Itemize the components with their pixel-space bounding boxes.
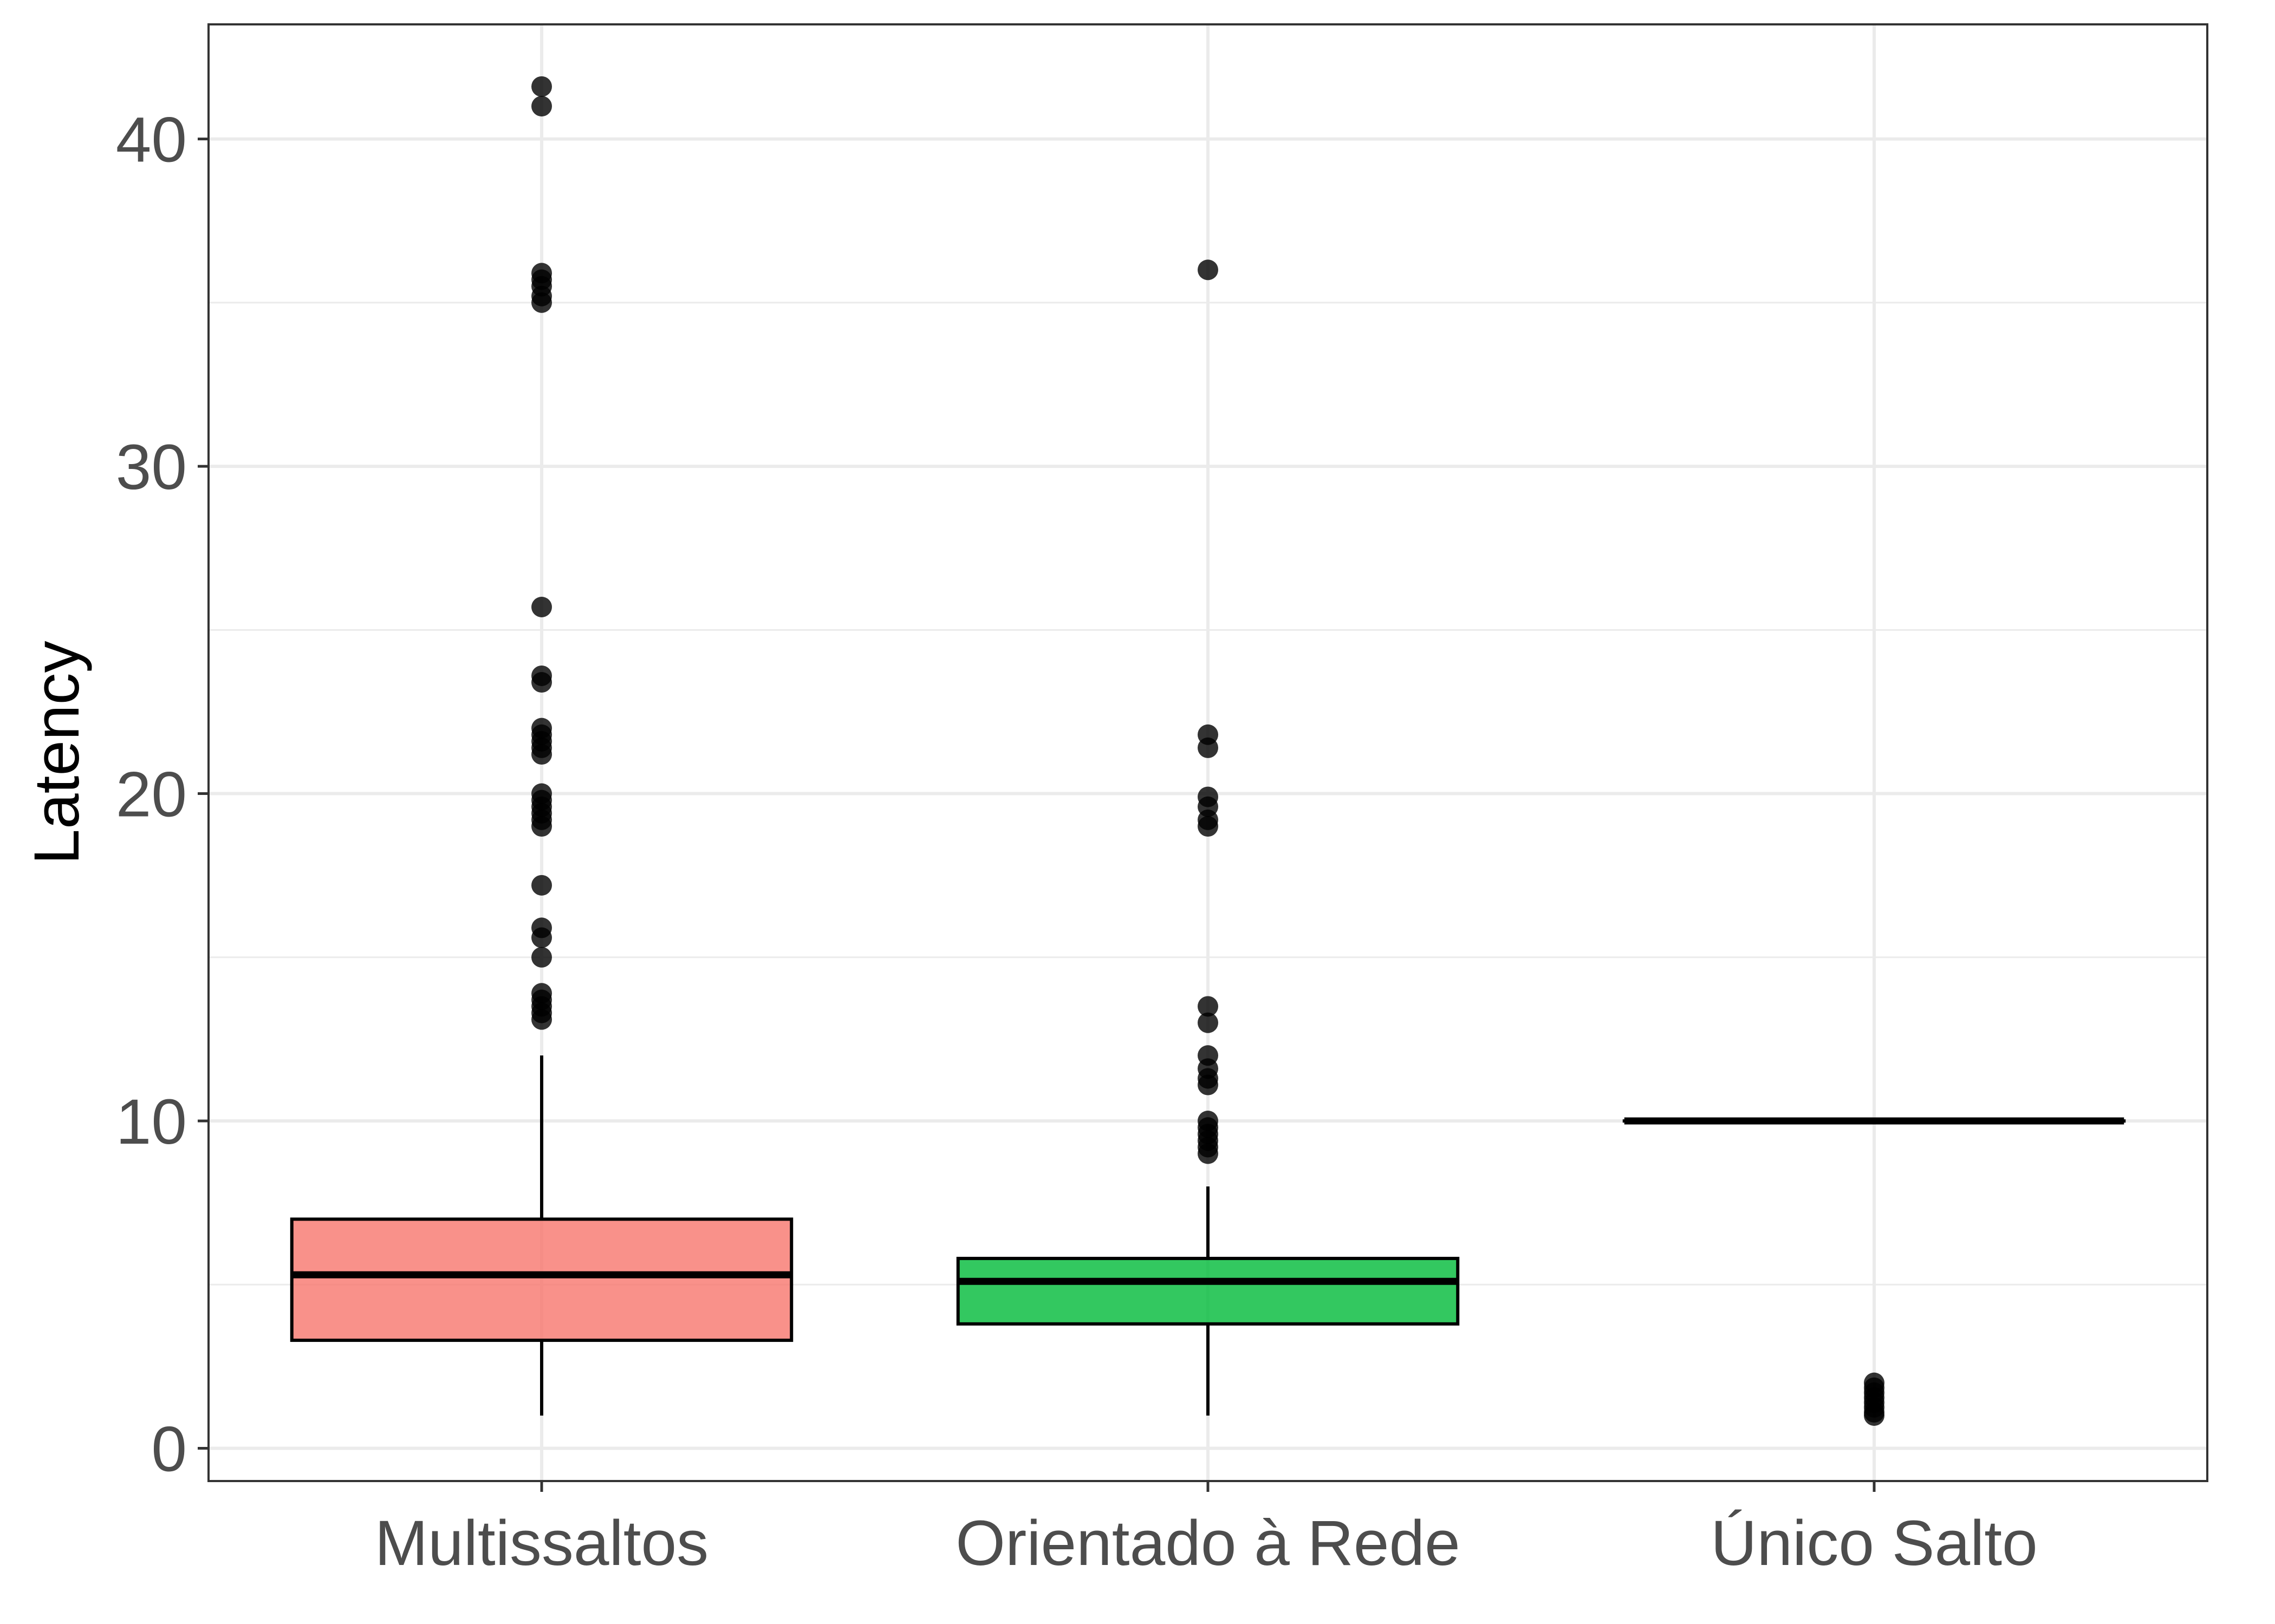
outlier-point bbox=[531, 96, 552, 117]
outlier-point bbox=[1198, 816, 1218, 837]
box-iqr bbox=[290, 1217, 794, 1342]
outlier-point bbox=[531, 672, 552, 693]
outlier-point bbox=[1198, 1074, 1218, 1095]
outlier-point bbox=[531, 927, 552, 948]
box-1 bbox=[290, 1055, 794, 1416]
y-tick-label: 30 bbox=[116, 432, 187, 503]
outlier-point bbox=[531, 744, 552, 765]
boxes bbox=[290, 1055, 2126, 1416]
outlier-point bbox=[1864, 1405, 1884, 1426]
x-tick-label: Orientado à Rede bbox=[955, 1508, 1460, 1579]
y-axis-title: Latency bbox=[21, 641, 93, 864]
outlier-point bbox=[531, 76, 552, 97]
outlier-point bbox=[1198, 259, 1218, 281]
outlier-point bbox=[1198, 737, 1218, 758]
x-tick-label: Multissaltos bbox=[375, 1508, 708, 1579]
outlier-point bbox=[531, 816, 552, 837]
axes: 0 10 20 30 40 Multissaltos Orientado à Rede Úni… bbox=[116, 105, 2038, 1579]
box-2 bbox=[956, 1186, 1460, 1416]
outlier-point bbox=[531, 947, 552, 968]
x-tick-label: Único Salto bbox=[1711, 1508, 2037, 1579]
box-iqr bbox=[956, 1256, 1460, 1326]
outliers bbox=[531, 76, 1884, 1426]
y-tick-label: 0 bbox=[151, 1414, 187, 1485]
y-tick-label: 40 bbox=[116, 105, 187, 176]
outlier-point bbox=[1198, 996, 1218, 1017]
outlier-point bbox=[531, 1009, 552, 1030]
outlier-point bbox=[531, 292, 552, 313]
y-tick-label: 20 bbox=[116, 759, 187, 831]
outlier-point bbox=[531, 875, 552, 896]
outlier-point bbox=[531, 597, 552, 617]
outlier-point bbox=[1198, 1012, 1218, 1033]
y-tick-label: 10 bbox=[116, 1086, 187, 1158]
outlier-point bbox=[1198, 1143, 1218, 1164]
